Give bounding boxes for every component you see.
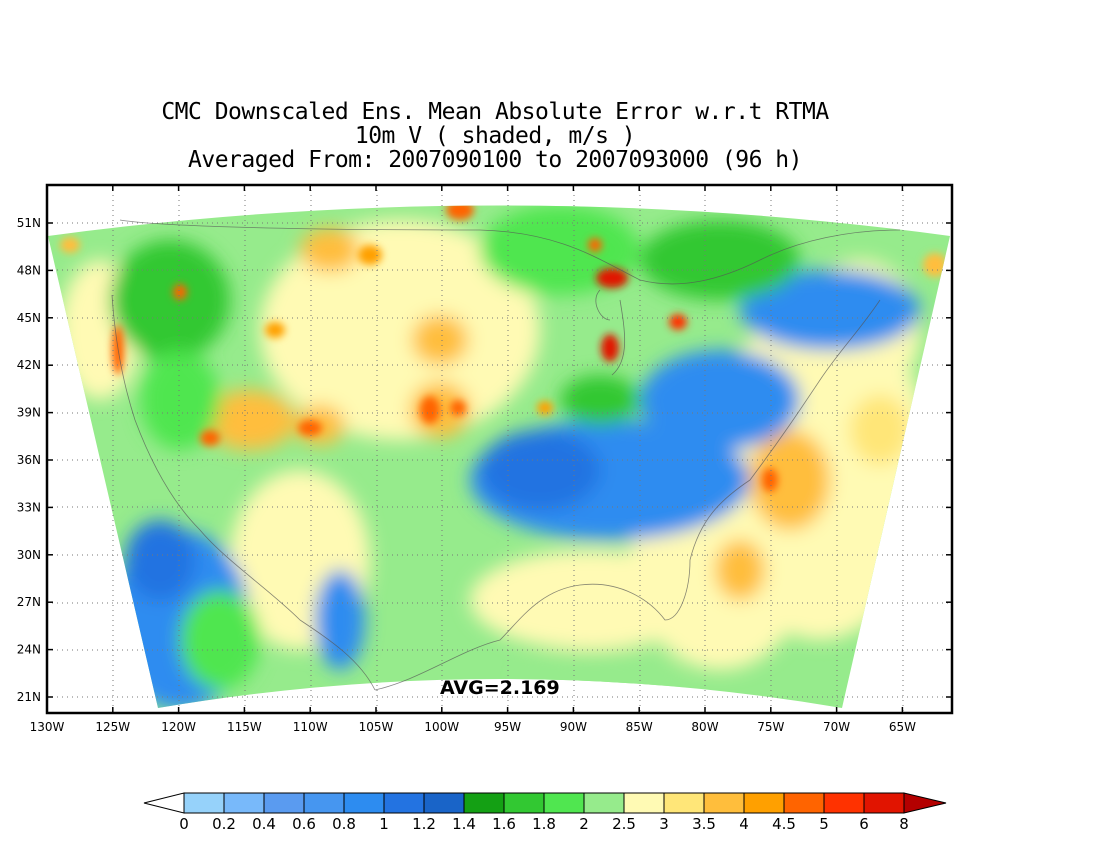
colorbar (143, 792, 947, 814)
title-line-3: Averaged From: 2007090100 to 2007093000 … (188, 147, 802, 173)
lat-label: 33N (17, 500, 41, 514)
colorbar-swatch (783, 792, 825, 814)
lon-label: 100W (424, 720, 459, 734)
colorbar-swatch (263, 792, 305, 814)
map-panel: AVG=2.169 (47, 185, 952, 713)
lon-label: 120W (161, 720, 196, 734)
lon-label: 125W (95, 720, 130, 734)
colorbar-label: 1.8 (532, 815, 556, 833)
colorbar-swatch (223, 792, 265, 814)
lon-label: 95W (494, 720, 521, 734)
colorbar-label: 1 (379, 815, 389, 833)
colorbar-swatch (583, 792, 625, 814)
axis-ticks (46, 185, 952, 713)
coastline-outline (111, 219, 901, 691)
colorbar-label: 2 (579, 815, 589, 833)
colorbar-label: 2.5 (612, 815, 636, 833)
shaded-error-field (48, 205, 950, 708)
lat-label: 39N (17, 406, 41, 420)
colorbar-under-arrow (143, 792, 185, 814)
longitude-labels: 130W 125W 120W 115W 110W 105W 100W 95W 90W 85W 80W… (30, 720, 916, 734)
lat-label: 45N (17, 311, 41, 325)
lon-label: 70W (823, 720, 850, 734)
colorbar-label: 0.2 (212, 815, 236, 833)
map-frame (45, 183, 954, 715)
colorbar-swatch (663, 792, 705, 814)
colorbar-label: 3 (659, 815, 669, 833)
lon-label: 105W (359, 720, 394, 734)
colorbar-label: 3.5 (692, 815, 716, 833)
title-line-1: CMC Downscaled Ens. Mean Absolute Error … (161, 99, 829, 125)
colorbar-swatch (543, 792, 585, 814)
lat-label: 30N (17, 548, 41, 562)
colorbar-swatch (183, 792, 225, 814)
map-title: CMC Downscaled Ens. Mean Absolute Error … (0, 100, 990, 172)
colorbar-over-arrow (903, 792, 947, 814)
latitude-labels: 51N 48N 45N 42N 39N 36N 33N 30N 27N 24N 21N (17, 216, 41, 704)
lat-lon-grid (47, 185, 952, 713)
colorbar-swatch (303, 792, 345, 814)
colorbar-label: 0 (179, 815, 189, 833)
colorbar-label: 0.4 (252, 815, 276, 833)
colorbar-swatch (423, 792, 465, 814)
lat-label: 27N (17, 595, 41, 609)
colorbar-swatch (623, 792, 665, 814)
lon-label: 75W (757, 720, 784, 734)
lon-label: 130W (30, 720, 65, 734)
lon-label: 90W (560, 720, 587, 734)
colorbar-label: 1.6 (492, 815, 516, 833)
colorbar-label: 0.8 (332, 815, 356, 833)
lon-label: 65W (889, 720, 916, 734)
colorbar-label: 6 (859, 815, 869, 833)
colorbar-label: 4 (739, 815, 749, 833)
average-label: AVG=2.169 (440, 677, 560, 699)
lat-label: 21N (17, 690, 41, 704)
lat-label: 48N (17, 263, 41, 277)
lon-label: 85W (626, 720, 653, 734)
lat-label: 51N (17, 216, 41, 230)
colorbar-swatch (463, 792, 505, 814)
colorbar-label: 8 (899, 815, 909, 833)
lon-label: 80W (691, 720, 718, 734)
lat-label: 36N (17, 453, 41, 467)
colorbar-label: 0.6 (292, 815, 316, 833)
colorbar-swatch (383, 792, 425, 814)
colorbar-swatch (823, 792, 865, 814)
lon-label: 115W (227, 720, 262, 734)
colorbar-label: 5 (819, 815, 829, 833)
colorbar-labels: 0 0.2 0.4 0.6 0.8 1 1.2 1.4 1.6 1.8 2 2.5 3 3.5 4 4.5 5 6… (179, 815, 909, 833)
title-line-2: 10m V ( shaded, m/s ) (354, 123, 636, 149)
colorbar-label: 1.2 (412, 815, 436, 833)
colorbar-swatch (863, 792, 905, 814)
colorbar-swatch (343, 792, 385, 814)
colorbar-label: 1.4 (452, 815, 476, 833)
colorbar-swatch (743, 792, 785, 814)
colorbar-swatch (503, 792, 545, 814)
lat-label: 42N (17, 358, 41, 372)
colorbar-swatch (703, 792, 745, 814)
lat-label: 24N (17, 643, 41, 657)
colorbar-label: 4.5 (772, 815, 796, 833)
lon-label: 110W (293, 720, 328, 734)
